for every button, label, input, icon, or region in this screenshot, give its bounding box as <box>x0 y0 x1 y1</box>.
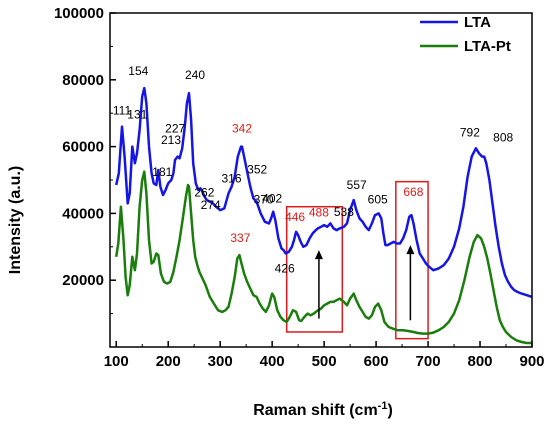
x-tick-label: 300 <box>208 353 233 370</box>
peak-label-557: 557 <box>347 178 367 192</box>
peak-label-792: 792 <box>460 125 480 139</box>
peak-label-227: 227 <box>165 121 185 135</box>
y-axis-title: Intensity (a.u.) <box>7 166 24 274</box>
peak-labels: 1111311541812132272402622743163423523704… <box>113 64 514 275</box>
y-tick-label: 20000 <box>62 272 104 289</box>
legend-label-lta: LTA <box>464 14 491 31</box>
x-axis-title-superscript: -1 <box>378 400 388 412</box>
x-tick-label: 600 <box>364 353 389 370</box>
x-tick-label: 400 <box>260 353 285 370</box>
peak-label-316: 316 <box>221 171 241 185</box>
peak-label-213: 213 <box>161 133 181 147</box>
x-tick-label: 800 <box>468 353 493 370</box>
x-tick-label: 200 <box>156 353 181 370</box>
peak-label-446: 446 <box>285 210 305 224</box>
peak-label-668: 668 <box>403 185 423 199</box>
series-line-lta <box>114 86 533 299</box>
x-axis-title-tail: ) <box>387 402 392 419</box>
legend-label-lta-pt: LTA-Pt <box>464 38 511 55</box>
x-axis-ticks: 100 200 300 400 500 600 700 800 900 <box>104 341 545 370</box>
highlight-box-1 <box>285 205 344 333</box>
peak-label-262: 262 <box>194 185 214 199</box>
peak-label-342: 342 <box>232 122 252 136</box>
arrow-head-1 <box>314 250 323 260</box>
y-axis-ticks: 20000 40000 60000 80000 100000 <box>54 5 116 315</box>
series-lines <box>114 86 533 345</box>
x-tick-label: 100 <box>104 353 129 370</box>
peak-label-240: 240 <box>185 68 205 82</box>
peak-label-402: 402 <box>262 192 282 206</box>
legend: LTA LTA-Pt <box>420 14 511 55</box>
x-axis-title-main: Raman shift (cm <box>253 402 377 419</box>
x-axis-title: Raman shift (cm-1) <box>253 400 393 419</box>
peak-label-352: 352 <box>247 163 267 177</box>
x-tick-label: 700 <box>416 353 441 370</box>
y-tick-label: 80000 <box>62 72 104 89</box>
peak-label-605: 605 <box>368 192 388 206</box>
highlight-box-2 <box>395 180 429 340</box>
x-tick-label: 500 <box>312 353 337 370</box>
peak-label-337: 337 <box>230 231 250 245</box>
peak-label-181: 181 <box>152 165 172 179</box>
peak-label-131: 131 <box>127 108 147 122</box>
peak-label-154: 154 <box>128 64 148 78</box>
highlight-boxes <box>285 180 429 340</box>
y-tick-label: 60000 <box>62 139 104 156</box>
peak-label-370: 370 <box>254 193 274 207</box>
peak-label-274: 274 <box>201 198 221 212</box>
peak-label-538: 538 <box>334 205 354 219</box>
arrow-head-2 <box>406 245 415 255</box>
peak-label-426: 426 <box>275 262 295 276</box>
peak-label-111: 111 <box>113 104 132 118</box>
y-tick-label: 100000 <box>54 5 104 22</box>
series-line-lta-pt <box>114 170 532 345</box>
peak-label-488: 488 <box>309 205 329 219</box>
peak-label-808: 808 <box>493 131 513 145</box>
x-tick-label: 900 <box>519 353 544 370</box>
y-tick-label: 40000 <box>62 205 104 222</box>
arrows <box>314 245 415 321</box>
